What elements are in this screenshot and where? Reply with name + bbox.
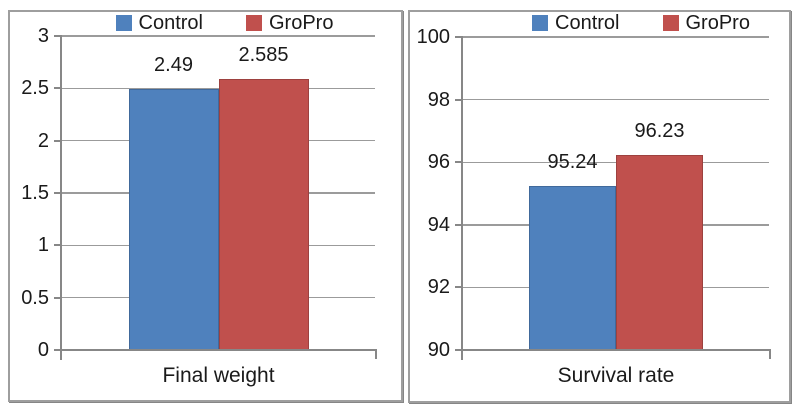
legend-label-control: Control	[138, 12, 203, 34]
y-tick-label: 1.5	[21, 182, 49, 204]
bar-gropro	[218, 79, 309, 350]
bar-gropro	[616, 155, 703, 350]
legend-item-control: Control	[532, 12, 620, 34]
x-axis-end-tick	[769, 350, 771, 359]
y-tick-label: 96	[427, 151, 450, 174]
y-tick-mark	[54, 296, 62, 299]
bar-value-label-gropro: 2.585	[238, 44, 289, 67]
legend-label-gropro: GroPro	[269, 12, 334, 34]
y-tick-mark	[54, 349, 62, 351]
y-tick-label: 90	[427, 339, 450, 361]
y-tick-mark	[455, 98, 463, 101]
y-axis-line	[60, 36, 62, 360]
y-tick-label: 0.5	[21, 286, 49, 309]
y-tick-mark	[54, 244, 62, 247]
chart-panel-final-weight: 3 2.5 2 1.5 1 0.5 0 2.49 2.585 Control GroPro Final…	[8, 10, 403, 402]
y-tick-mark	[455, 223, 463, 226]
gridline	[463, 36, 769, 38]
bar-value-label-gropro: 96.23	[634, 120, 685, 142]
legend-swatch-control	[115, 15, 132, 31]
y-tick-label: 98	[427, 88, 450, 111]
legend-item-gropro: GroPro	[246, 13, 333, 33]
bar-value-label-control: 95.24	[547, 151, 598, 173]
y-tick-mark	[54, 35, 62, 37]
bar-value-label-control: 2.49	[154, 54, 193, 77]
bar-control	[529, 186, 616, 350]
bar-control	[128, 89, 219, 350]
gridline	[463, 98, 769, 101]
y-tick-label: 92	[427, 276, 450, 299]
gridline	[62, 35, 375, 37]
y-tick-mark	[54, 192, 62, 194]
legend-swatch-gropro	[662, 15, 679, 31]
y-tick-label: 0	[37, 339, 49, 361]
category-axis-label: Final weight	[162, 364, 275, 387]
legend-swatch-control	[532, 15, 549, 31]
y-tick-label: 1	[37, 234, 49, 257]
legend-label-gropro: GroPro	[685, 12, 750, 34]
legend-swatch-gropro	[246, 15, 262, 31]
category-axis-label: Survival rate	[557, 364, 675, 387]
y-tick-label: 94	[427, 213, 450, 236]
y-tick-mark	[455, 286, 463, 289]
y-tick-mark	[54, 139, 62, 142]
x-axis-line	[60, 349, 377, 351]
y-tick-label: 2.5	[21, 77, 49, 100]
legend-label-control: Control	[555, 12, 620, 34]
x-axis-end-tick	[375, 350, 377, 359]
y-tick-label: 2	[37, 129, 49, 152]
y-tick-label: 100	[416, 26, 450, 48]
legend-item-control: Control	[115, 12, 203, 34]
legend: Control GroPro	[68, 13, 381, 33]
y-tick-mark	[455, 349, 463, 351]
legend: Control GroPro	[488, 13, 794, 33]
legend-item-gropro: GroPro	[662, 12, 750, 34]
y-tick-mark	[54, 87, 62, 90]
y-tick-label: 3	[37, 25, 49, 47]
x-axis-line	[461, 349, 771, 351]
y-tick-mark	[455, 161, 463, 164]
y-tick-mark	[455, 36, 463, 38]
chart-panel-survival-rate: 100 98 96 94 92 90 95.24 96.23 Control GroPro Surv…	[408, 10, 791, 403]
y-axis-line	[461, 37, 463, 360]
